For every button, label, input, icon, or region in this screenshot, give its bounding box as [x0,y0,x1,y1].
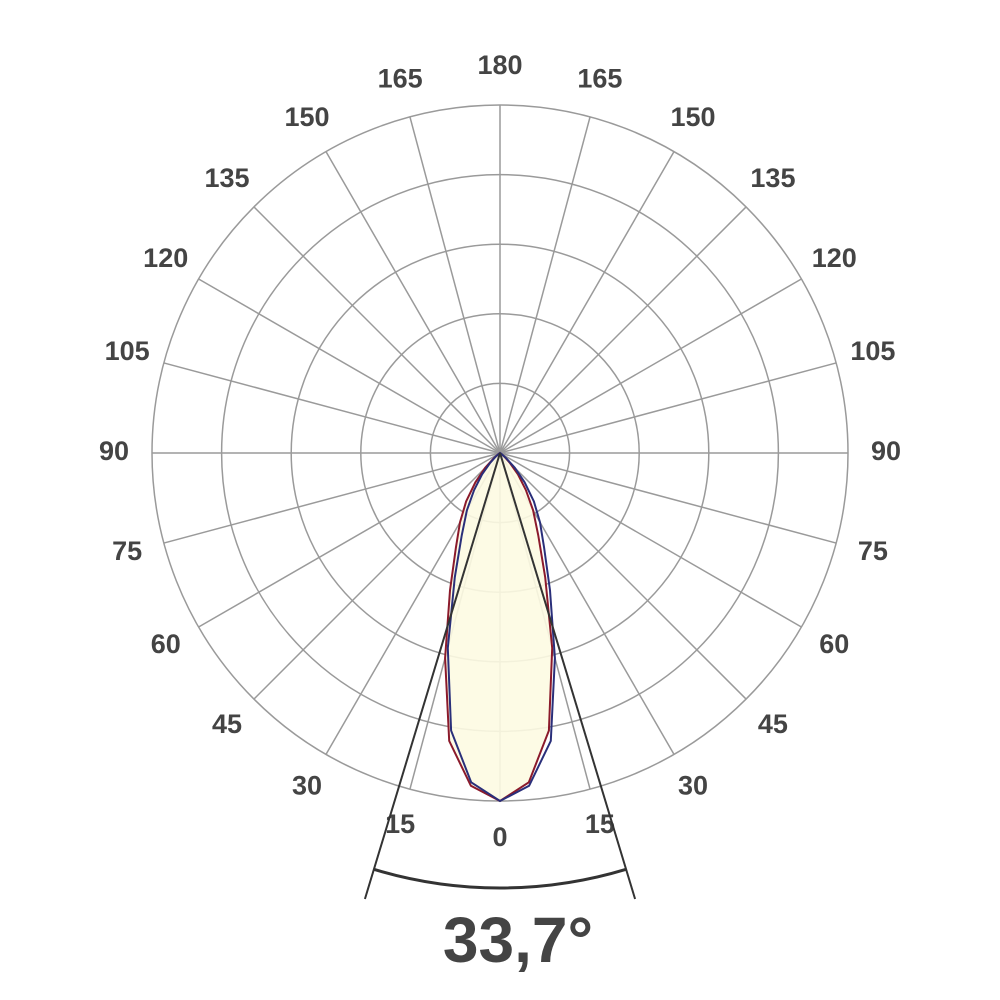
grid-spoke [499,206,747,454]
angle-label: 90 [871,436,901,466]
grid-spoke [253,452,501,700]
angle-label: 75 [112,536,142,566]
angle-label: 165 [577,63,622,93]
angle-label: 135 [205,163,250,193]
grid-spoke [499,452,747,700]
grid-spoke [499,278,802,454]
grid-spoke [499,452,802,628]
grid-spoke [198,452,501,628]
grid-spoke [499,452,837,544]
angle-label: 15 [585,809,615,839]
intensity-curve [446,451,556,803]
angle-label: 30 [678,770,708,800]
grid-spoke [325,151,501,454]
angle-label: 105 [105,336,150,366]
beam-angle-label: 33,7° [443,904,593,976]
angle-label: 45 [758,709,788,739]
angle-label: 150 [284,102,329,132]
angle-label: 75 [858,536,888,566]
beam-line [363,452,501,900]
grid-spoke [253,206,501,454]
beam-arc [373,867,627,890]
angle-label: 120 [143,243,188,273]
angle-label: 45 [212,709,242,739]
angle-label: 90 [99,436,129,466]
angle-label: 180 [477,50,522,80]
angle-label: 60 [151,629,181,659]
grid-spoke [499,116,591,454]
angle-label: 15 [385,809,415,839]
grid-spoke [409,116,501,454]
grid-spoke [499,151,675,454]
grid-spoke [198,278,501,454]
angle-label: 30 [292,770,322,800]
angle-label: 120 [812,243,857,273]
grid-spoke [499,362,837,454]
grid-spoke [163,362,501,454]
beam-line [499,452,637,900]
angle-label: 165 [378,63,423,93]
angle-label: 150 [670,102,715,132]
angle-label: 135 [750,163,795,193]
grid-spoke [163,452,501,544]
intensity-curve [444,451,554,803]
angle-label: 0 [492,822,507,852]
angle-label: 60 [819,629,849,659]
angle-label: 105 [850,336,895,366]
